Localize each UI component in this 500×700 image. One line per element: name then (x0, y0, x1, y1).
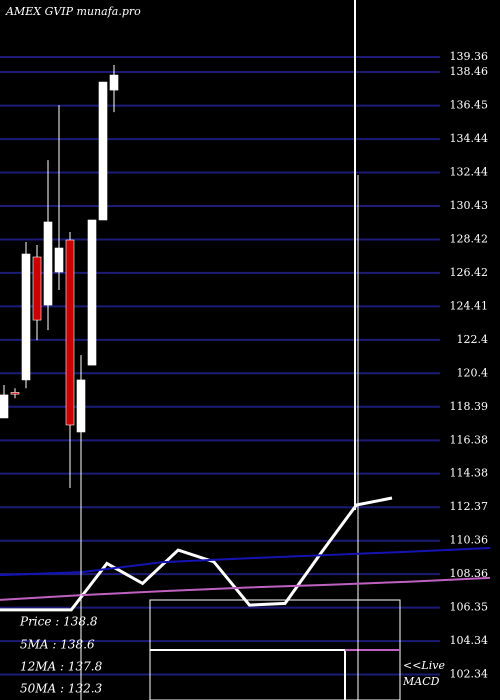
y-tick-label: 134.44 (450, 132, 489, 145)
y-tick-label: 120.4 (457, 366, 489, 379)
y-tick-label: 124.41 (450, 299, 489, 312)
live-label: MACD (402, 675, 440, 688)
y-tick-label: 104.34 (450, 634, 489, 647)
info-text: Price : 138.8 (19, 615, 98, 629)
indicator-line (0, 547, 491, 577)
indicator-line (0, 576, 491, 601)
y-tick-label: 122.4 (457, 333, 489, 346)
y-tick-label: 102.34 (450, 667, 489, 680)
info-text: 50MA : 132.3 (20, 682, 103, 696)
y-tick-label: 118.39 (450, 400, 489, 413)
y-tick-label: 130.43 (450, 199, 489, 212)
candle-body (32, 256, 42, 321)
candle-body (65, 239, 75, 426)
candle-body (21, 253, 31, 381)
candle-body (43, 221, 53, 306)
y-tick-label: 106.35 (450, 601, 489, 614)
indicator-line (0, 496, 393, 612)
y-tick-label: 108.36 (450, 567, 489, 580)
macd-box (149, 599, 401, 700)
candle-body (76, 379, 86, 433)
info-text: 5MA : 138.6 (20, 638, 95, 652)
y-tick-label: 128.42 (450, 233, 489, 246)
y-tick-label: 132.44 (450, 165, 489, 178)
y-tick-label: 139.36 (450, 50, 489, 63)
y-tick-label: 112.37 (450, 500, 489, 513)
candle-body (98, 81, 108, 221)
chart-title: AMEX GVIP munafa.pro (5, 5, 141, 18)
candle-body (109, 74, 119, 91)
y-tick-label: 110.36 (450, 534, 489, 547)
candle-body (87, 219, 97, 366)
y-tick-label: 114.38 (450, 467, 489, 480)
candle-body (10, 392, 20, 395)
y-tick-label: 138.46 (450, 65, 489, 78)
y-tick-label: 116.38 (450, 433, 489, 446)
y-tick-label: 136.45 (450, 99, 489, 112)
live-label: <<Live (403, 659, 445, 672)
info-text: 12MA : 137.8 (20, 660, 103, 674)
candle-body (54, 247, 64, 273)
y-tick-label: 126.42 (450, 266, 489, 279)
candle-body (0, 394, 9, 419)
